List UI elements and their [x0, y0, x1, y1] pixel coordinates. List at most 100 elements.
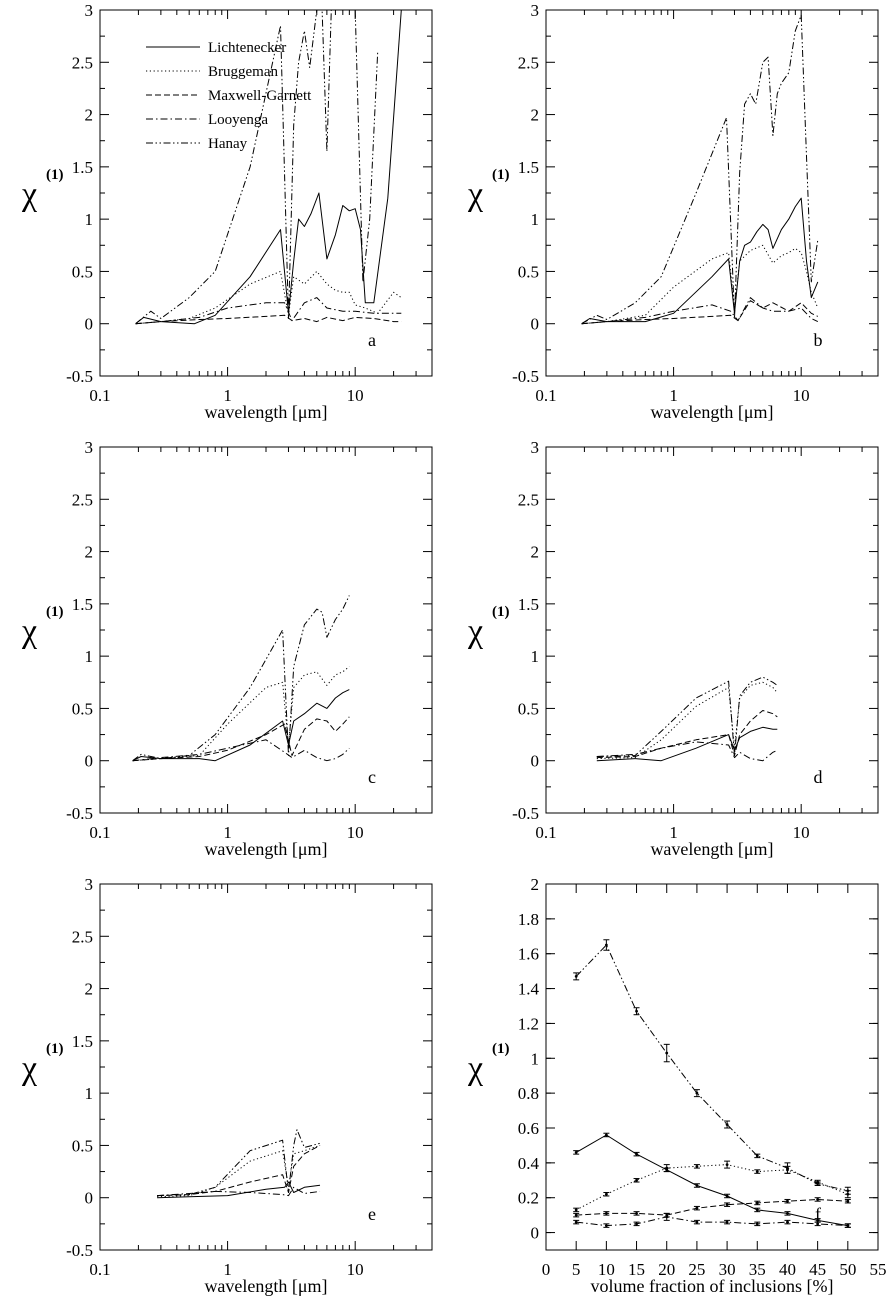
y-tick-label: -0.5	[66, 804, 93, 823]
data-point	[695, 1091, 699, 1095]
series-line-lichtenecker	[135, 10, 402, 325]
y-tick-label: 2.5	[72, 927, 93, 946]
y-axis-label-superscript: (1)	[492, 1041, 510, 1057]
legend-label: Bruggeman	[208, 64, 278, 80]
data-point	[846, 1224, 850, 1227]
panel-letter: f	[815, 1204, 821, 1224]
y-tick-label: 3	[531, 438, 540, 457]
plot-frame	[99, 883, 433, 1251]
y-tick-label: 0.8	[518, 1084, 539, 1103]
x-tick-label: 0	[542, 1260, 551, 1279]
panel-letter: e	[368, 1204, 376, 1224]
y-tick-label: 2	[85, 543, 94, 562]
x-tick-label: 45	[809, 1260, 826, 1279]
plot-frame	[545, 9, 879, 377]
y-axis-label: χ	[21, 176, 37, 213]
x-axis-label: volume fraction of inclusions [%]	[591, 1276, 834, 1296]
data-point	[755, 1222, 759, 1226]
data-point	[574, 1213, 578, 1217]
y-tick-label: 1.5	[72, 158, 93, 177]
y-tick-label: 2.5	[518, 53, 539, 72]
y-tick-label: 1.5	[72, 1032, 93, 1051]
series-group	[157, 1129, 321, 1199]
y-axis-label: χ	[21, 613, 37, 650]
y-tick-label: -0.5	[512, 367, 539, 386]
x-tick-label: 10	[598, 1260, 615, 1279]
series-line-maxwell-garnett	[157, 1144, 321, 1197]
y-tick-label: 2	[531, 543, 540, 562]
y-axis-label-superscript: (1)	[46, 1041, 64, 1057]
y-tick-label: 1	[85, 1084, 94, 1103]
x-tick-label: 25	[688, 1260, 705, 1279]
y-axis-label: χ	[21, 1050, 37, 1087]
panel-letter: a	[368, 330, 376, 350]
y-tick-label: 1.4	[518, 980, 540, 999]
y-axis-label-superscript: (1)	[46, 604, 64, 620]
y-axis-label-superscript: (1)	[492, 604, 510, 620]
y-axis-label: χ	[467, 613, 483, 650]
series-line-maxwell-garnett	[135, 314, 402, 325]
data-point	[725, 1123, 729, 1126]
y-tick-label: 1.5	[72, 595, 93, 614]
data-point	[846, 1189, 850, 1193]
x-tick-label: 55	[870, 1260, 887, 1279]
x-tick-label: 0.1	[89, 823, 110, 842]
y-tick-label: 0.5	[518, 262, 539, 281]
data-point	[725, 1220, 729, 1224]
y-tick-label: 3	[85, 1, 94, 20]
data-point	[695, 1220, 699, 1224]
y-tick-label: 3	[531, 1, 540, 20]
x-axis-label: wavelength [μm]	[650, 402, 773, 422]
x-tick-label: 0.1	[535, 823, 556, 842]
y-tick-label: 1	[531, 1049, 540, 1068]
y-tick-label: 2.5	[72, 53, 93, 72]
series-line-maxwell-garnett	[132, 716, 350, 762]
panel-e: -0.5 0 0.5 1 1.5 2 2.5 3 0.1 1 10 wavelength [μm] χ (…	[21, 875, 433, 1296]
series-line-bruggeman	[575, 1164, 848, 1211]
series-line-looyenga	[135, 297, 402, 325]
series-group	[135, 10, 402, 325]
legend-label: Looyenga	[208, 112, 268, 128]
data-point	[574, 1208, 578, 1212]
series-line-hanay	[135, 10, 379, 325]
data-point	[635, 1212, 638, 1215]
y-tick-label: 1.6	[518, 945, 539, 964]
x-tick-label: 1	[669, 386, 678, 405]
y-axis-label: χ	[467, 1050, 483, 1087]
y-axis-label: χ	[467, 176, 483, 213]
data-point	[635, 1009, 638, 1013]
y-tick-label: 1	[531, 210, 540, 229]
data-point	[635, 1222, 638, 1226]
data-point	[786, 1220, 789, 1224]
data-point	[786, 1166, 789, 1170]
data-point	[604, 1133, 608, 1137]
x-tick-label: 20	[658, 1260, 675, 1279]
data-point	[604, 943, 608, 947]
plot-frame	[99, 446, 433, 814]
plot-frame	[545, 883, 879, 1251]
y-tick-label: 1.5	[518, 595, 539, 614]
y-tick-label: 2	[531, 875, 540, 894]
series-group	[581, 14, 819, 325]
panel-letter: d	[814, 767, 823, 787]
series-line-looyenga	[576, 1216, 848, 1227]
y-tick-label: -0.5	[66, 1241, 93, 1260]
series-line-looyenga	[596, 741, 778, 762]
x-tick-label: 5	[572, 1260, 581, 1279]
y-tick-label: 2	[85, 106, 94, 125]
y-tick-label: 2	[531, 106, 540, 125]
series-line-maxwell-garnett	[581, 300, 819, 325]
legend-label: Hanay	[208, 136, 248, 152]
series-line-bruggeman	[157, 1144, 321, 1198]
legend: Lichtenecker Bruggeman Maxwell-Garnett Looy…	[146, 40, 312, 152]
data-point	[755, 1154, 759, 1158]
series-line-hanay	[132, 595, 350, 762]
y-tick-label: 2.5	[518, 490, 539, 509]
x-tick-label: 1	[223, 1260, 232, 1279]
panel-f: 00.20.40.60.811.21.41.61.820 5 10 15 20 25 30 3…	[467, 875, 887, 1296]
x-tick-label: 40	[779, 1260, 796, 1279]
series-line-looyenga	[157, 1186, 321, 1197]
y-tick-label: 0.5	[72, 1136, 93, 1155]
data-point	[816, 1218, 820, 1222]
